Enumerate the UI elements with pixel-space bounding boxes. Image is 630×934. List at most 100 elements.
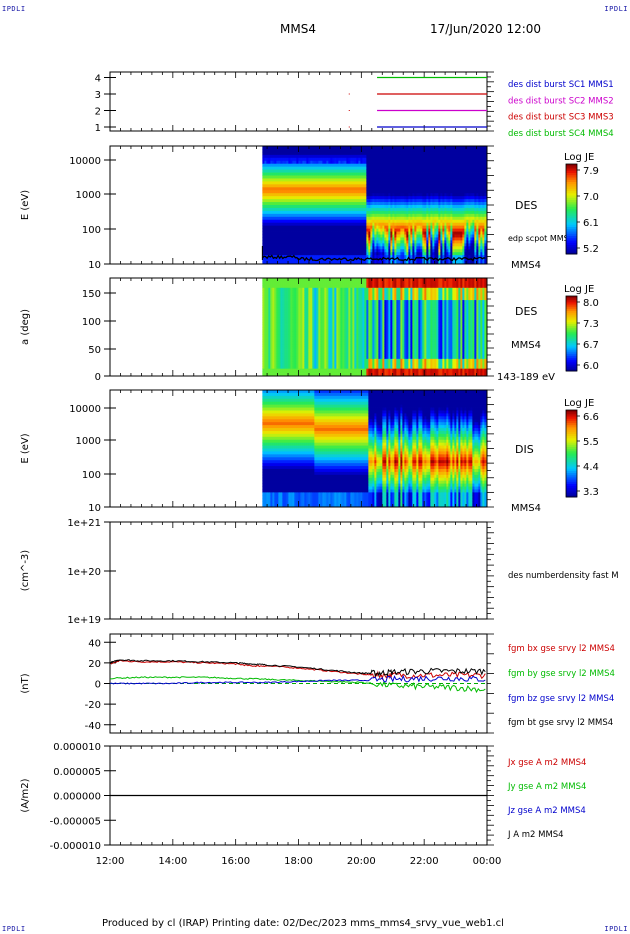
fgm-series-by [109, 676, 486, 694]
x-tick-label: 00:00 [473, 856, 502, 867]
panel-frame-ticks [109, 146, 488, 264]
datetime-title: 17/Jun/2020 12:00 [430, 22, 542, 36]
colorbar-tick-label: 7.3 [583, 319, 599, 330]
y-tick-label: 1000 [76, 190, 101, 201]
colorbar [565, 409, 580, 498]
colorbar-title: Log JE [564, 284, 594, 295]
colorbar-tick-label: 7.0 [583, 192, 599, 203]
x-tick-label: 20:00 [347, 856, 376, 867]
y-tick-label: 40 [88, 638, 101, 649]
y-tick-label: -20 [85, 700, 101, 711]
burst-legend-entry: des dist burst SC3 MMS3 [508, 113, 614, 123]
colorbar-tick-label: 5.2 [583, 244, 599, 255]
current-legend-entry: J A m2 MMS4 [507, 830, 564, 840]
y-tick-label: 3 [95, 90, 101, 101]
des-energy-spectrogram [262, 146, 487, 265]
panel-species-label: DES [515, 199, 537, 212]
corner-label-tr: IPDLI [604, 5, 628, 13]
panel-right-ticks [487, 389, 494, 508]
scpot-line [261, 246, 486, 262]
overlay-label: edp scpot MMS4 [508, 234, 574, 243]
panel-frame-ticks [109, 72, 488, 131]
y-axis-label: E (eV) [20, 433, 31, 463]
y-axis-label: (cm^-3) [20, 550, 31, 591]
burst-legend-entry: des dist burst SC2 MMS2 [508, 96, 614, 106]
colorbar-tick-label: 6.0 [583, 361, 599, 372]
panel-right-ticks [487, 277, 494, 377]
y-tick-label: -0.000005 [50, 816, 101, 827]
fgm-legend-entry: fgm bt gse srvy l2 MMS4 [508, 718, 613, 728]
y-tick-label: 100 [82, 317, 101, 328]
fgm-series-bz [109, 674, 486, 685]
y-tick-label: 100 [82, 470, 101, 481]
x-tick-label: 22:00 [410, 856, 439, 867]
y-tick-label: 0.000010 [53, 742, 101, 753]
x-tick-label: 18:00 [284, 856, 313, 867]
spacecraft-label: MMS4 [511, 340, 541, 351]
panel-frame-ticks [109, 634, 488, 733]
footer-credit: Produced by cl (IRAP) Printing date: 02/… [102, 918, 504, 929]
x-tick-label: 16:00 [221, 856, 250, 867]
burst-legend-entry: des dist burst SC1 MMS1 [508, 80, 614, 90]
y-tick-label: 2 [95, 107, 101, 118]
y-tick-label: 0 [95, 680, 101, 691]
fgm-legend-entry: fgm by gse srvy l2 MMS4 [508, 669, 615, 679]
colorbar-tick-label: 6.6 [583, 412, 599, 423]
y-tick-label: 0.000000 [53, 792, 101, 803]
density-legend-entry: des numberdensity fast M [508, 571, 619, 581]
colorbar-title: Log JE [564, 398, 594, 409]
corner-label-bl: IPDLI [2, 925, 26, 933]
panel-right-ticks [487, 71, 494, 132]
panel-right-ticks [487, 521, 494, 620]
x-tick-label: 14:00 [158, 856, 187, 867]
y-tick-label: 4 [95, 74, 101, 85]
panel-species-label: DIS [515, 443, 534, 456]
fgm-legend-entry: fgm bz gse srvy l2 MMS4 [508, 694, 614, 704]
y-tick-label: 10000 [69, 156, 101, 167]
fgm-series-bx [109, 659, 486, 681]
y-tick-label: 10 [88, 260, 101, 271]
y-axis-label: E (eV) [20, 190, 31, 220]
corner-label-br: IPDLI [604, 925, 628, 933]
y-tick-label: 1000 [76, 436, 101, 447]
panel-right-ticks [487, 145, 494, 265]
panel-frame-ticks [109, 522, 488, 619]
current-legend-entry: Jx gse A m2 MMS4 [507, 758, 586, 768]
y-tick-label: 20 [88, 659, 101, 670]
spacecraft-label: MMS4 [511, 503, 541, 514]
fgm-series-bt [109, 659, 486, 678]
y-tick-label: 1e+19 [67, 615, 101, 626]
y-tick-label: 100 [82, 225, 101, 236]
panel-frame [109, 71, 488, 132]
colorbar-title: Log JE [564, 152, 594, 163]
panel-right-ticks [487, 633, 494, 734]
colorbar-tick-label: 4.4 [583, 462, 599, 473]
y-tick-label: 0 [95, 372, 101, 383]
panel-right-ticks [487, 745, 494, 846]
panel-frame-ticks [109, 278, 488, 376]
dis-energy-spectrogram [262, 390, 487, 508]
colorbar-tick-label: 3.3 [583, 487, 599, 498]
burst-dot [348, 126, 350, 128]
panel-species-label: DES [515, 305, 537, 318]
y-tick-label: 10 [88, 503, 101, 514]
y-axis-label: (nT) [20, 673, 31, 693]
current-legend-entry: Jz gse A m2 MMS4 [507, 806, 586, 816]
fgm-legend-entry: fgm bx gse srvy l2 MMS4 [508, 644, 615, 654]
y-tick-label: -0.000010 [50, 841, 101, 852]
panel-frame [109, 521, 488, 620]
burst-legend-entry: des dist burst SC4 MMS4 [508, 129, 614, 139]
panel-frame-ticks [109, 390, 488, 507]
y-tick-label: 1 [95, 123, 101, 134]
colorbar-tick-label: 6.1 [583, 218, 599, 229]
burst-dot [348, 110, 350, 111]
panel-frame-ticks [109, 746, 488, 845]
y-tick-label: 10000 [69, 404, 101, 415]
y-tick-label: 150 [82, 289, 101, 300]
current-legend-entry: Jy gse A m2 MMS4 [507, 782, 586, 792]
corner-label-tl: IPDLI [2, 5, 26, 13]
y-axis-label: a (deg) [20, 309, 31, 345]
y-tick-label: 50 [88, 345, 101, 356]
energy-range-label: 143-189 eV [497, 372, 555, 383]
